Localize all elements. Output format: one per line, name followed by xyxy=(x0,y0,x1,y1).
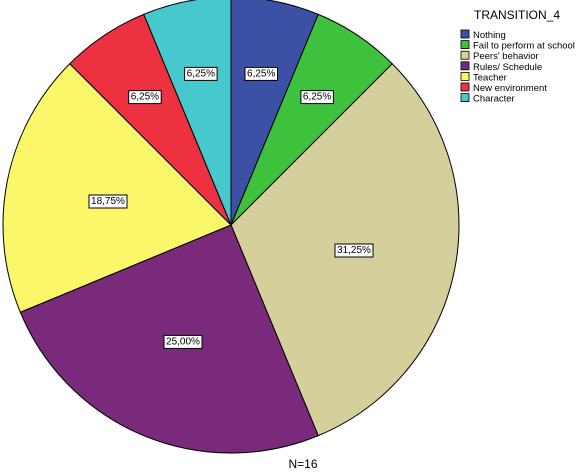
legend-swatch xyxy=(460,50,470,60)
legend-swatch xyxy=(460,72,470,81)
slice-label: 6,25% xyxy=(300,90,334,105)
slice-label-box xyxy=(128,90,162,105)
pie-slice-character xyxy=(143,0,232,226)
legend-entry-label: Peers' behavior xyxy=(473,51,539,62)
slice-label-text: 31,25% xyxy=(337,245,371,256)
pie-slices xyxy=(2,0,460,454)
slice-label-box xyxy=(163,334,203,349)
slice-label-text: 6,25% xyxy=(247,68,275,79)
legend-entry-label: Rules/ Schedule xyxy=(473,62,542,73)
slice-labels: 6,25% 6,25% 31,25% 25,00% 18,75% 6,25% 6,25% xyxy=(88,66,374,349)
slice-label-box xyxy=(300,90,334,105)
slice-label-box xyxy=(334,243,374,258)
slice-label-text: 18,75% xyxy=(91,196,125,207)
legend-entry-label: Character xyxy=(473,94,515,105)
slice-label-box xyxy=(244,66,278,81)
legend-swatch xyxy=(460,61,470,71)
sample-size-note: N=16 xyxy=(288,457,317,471)
legend-swatch xyxy=(460,40,470,49)
legend-entry-label: Fail to perform at school xyxy=(473,41,575,52)
slice-label-box xyxy=(184,66,218,81)
slice-label: 6,25% xyxy=(244,66,278,81)
legend-entry-label: Nothing xyxy=(473,30,506,41)
slice-label: 18,75% xyxy=(88,194,128,209)
slice-label-text: 6,25% xyxy=(187,68,215,79)
slice-label-box xyxy=(88,194,128,209)
slice-label: 31,25% xyxy=(334,243,374,258)
slice-label: 6,25% xyxy=(184,66,218,81)
slice-label-text: 6,25% xyxy=(131,92,159,103)
legend-swatch xyxy=(460,93,470,102)
legend-entry-label: New environment xyxy=(473,83,547,94)
pie-slice-teacher xyxy=(2,63,232,313)
legend-swatch xyxy=(460,82,470,92)
slice-label: 6,25% xyxy=(128,90,162,105)
legend-entry-label: Teacher xyxy=(473,72,507,83)
legend-title: TRANSITION_4 xyxy=(474,8,560,22)
slice-label-text: 25,00% xyxy=(166,336,200,347)
legend-swatch xyxy=(460,29,470,39)
slice-label-text: 6,25% xyxy=(303,92,331,103)
slice-label: 25,00% xyxy=(163,334,203,349)
